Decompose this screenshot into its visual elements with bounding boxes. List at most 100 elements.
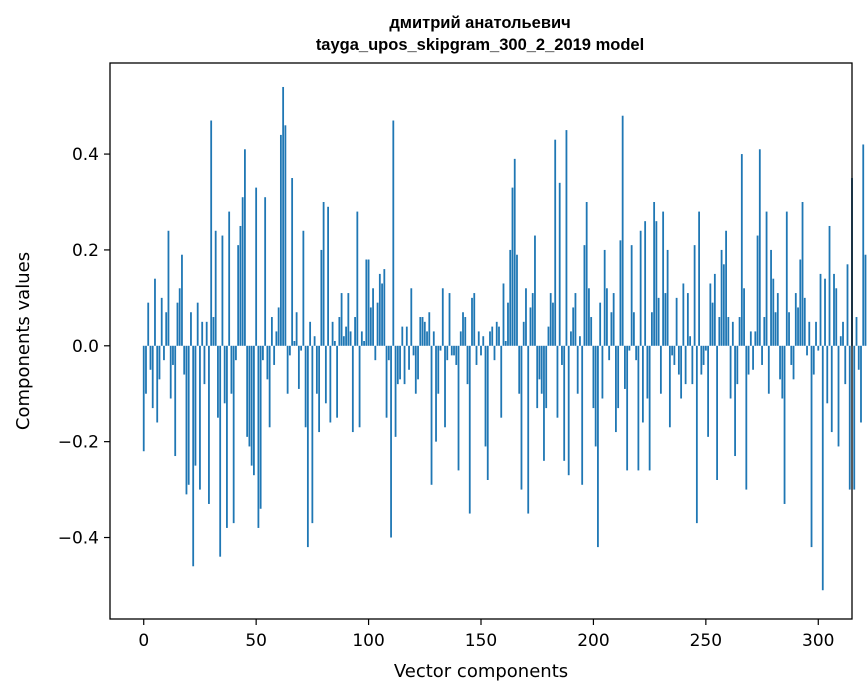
bar-74 <box>309 321 312 346</box>
bar-228 <box>655 221 658 346</box>
bar-32 <box>214 230 217 346</box>
bar-114 <box>399 345 401 380</box>
bar-173 <box>531 293 534 346</box>
bar-207 <box>608 345 611 361</box>
x-tick-label: 100 <box>352 631 384 651</box>
bar-72 <box>304 345 307 428</box>
bar-278 <box>767 345 770 394</box>
bar-0 <box>142 345 145 452</box>
bar-243 <box>689 336 692 346</box>
bar-113 <box>396 345 399 385</box>
bar-21 <box>190 312 192 346</box>
bar-200 <box>592 345 595 409</box>
bar-28 <box>205 321 208 346</box>
bar-163 <box>509 249 512 346</box>
y-tick-label: 0.0 <box>72 337 99 357</box>
bar-47 <box>248 345 251 447</box>
bar-244 <box>691 345 694 385</box>
bar-175 <box>536 345 539 409</box>
bar-147 <box>473 293 476 346</box>
bar-154 <box>489 331 491 346</box>
bar-283 <box>779 345 781 380</box>
bar-107 <box>383 269 386 346</box>
bar-12 <box>169 345 172 399</box>
bar-136 <box>448 293 451 346</box>
bar-4 <box>151 345 154 409</box>
bar-277 <box>765 211 768 346</box>
bar-146 <box>471 297 473 346</box>
bar-197 <box>585 202 588 346</box>
bar-65 <box>288 345 291 356</box>
bar-170 <box>525 288 527 346</box>
bar-37 <box>226 345 228 528</box>
bar-258 <box>722 264 725 346</box>
bar-75 <box>311 345 314 524</box>
bar-127 <box>428 312 431 346</box>
bar-89 <box>342 336 345 346</box>
bar-218 <box>633 312 635 346</box>
bar-254 <box>713 273 716 346</box>
bar-125 <box>423 321 426 346</box>
bar-245 <box>693 245 696 346</box>
chart-title-line-2: tayga_upos_skipgram_300_2_2019 model <box>316 36 644 54</box>
bar-255 <box>716 345 718 480</box>
bar-56 <box>268 345 271 428</box>
bar-23 <box>194 345 197 466</box>
y-axis-ticks: −0.4 −0.2 0.0 0.2 0.4 <box>58 145 110 549</box>
bar-45 <box>244 149 246 346</box>
bar-241 <box>684 345 687 385</box>
bar-252 <box>709 283 712 346</box>
bar-155 <box>491 326 494 346</box>
bar-194 <box>579 336 581 346</box>
bar-303 <box>824 278 826 346</box>
bar-300 <box>817 345 820 351</box>
bar-174 <box>534 235 536 346</box>
bar-95 <box>356 211 359 346</box>
bar-301 <box>819 273 822 346</box>
bar-192 <box>574 293 577 346</box>
bar-26 <box>201 321 204 346</box>
bar-62 <box>282 86 285 346</box>
bar-195 <box>581 345 584 485</box>
bar-109 <box>387 345 390 361</box>
bar-101 <box>369 307 372 346</box>
bar-229 <box>657 297 660 346</box>
bar-259 <box>725 230 727 346</box>
bar-267 <box>743 288 745 346</box>
bar-210 <box>615 345 617 433</box>
bar-49 <box>253 345 255 476</box>
bar-312 <box>844 345 847 385</box>
bar-264 <box>736 345 739 385</box>
bar-318 <box>857 345 860 370</box>
bar-212 <box>619 240 622 346</box>
bar-273 <box>756 235 759 346</box>
bar-167 <box>518 345 521 394</box>
bar-321 <box>864 254 867 346</box>
bar-111 <box>392 120 395 346</box>
bar-15 <box>176 302 179 346</box>
bar-129 <box>432 331 435 346</box>
x-tick-label: 200 <box>577 631 609 651</box>
bar-115 <box>401 326 404 346</box>
bar-183 <box>554 139 557 346</box>
bar-316 <box>853 345 856 490</box>
bar-105 <box>378 273 381 346</box>
bar-149 <box>477 331 480 346</box>
bar-209 <box>612 293 615 346</box>
bar-42 <box>237 245 240 346</box>
bar-71 <box>302 230 305 346</box>
bar-199 <box>590 317 593 346</box>
bar-8 <box>160 297 163 346</box>
bars-group <box>142 86 867 591</box>
bar-3 <box>149 345 152 370</box>
bar-97 <box>360 331 363 346</box>
bar-124 <box>421 317 424 346</box>
bar-290 <box>794 293 797 346</box>
bar-156 <box>493 345 496 361</box>
bar-305 <box>828 225 831 346</box>
bar-185 <box>558 182 561 346</box>
bar-317 <box>855 317 858 346</box>
bar-165 <box>513 158 516 346</box>
bar-5 <box>154 278 156 346</box>
bar-120 <box>412 345 415 356</box>
